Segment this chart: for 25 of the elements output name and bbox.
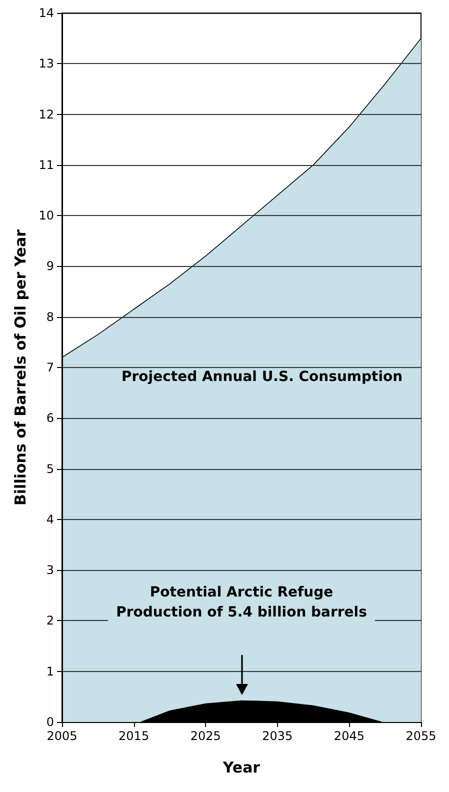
y-tick-label: 13 — [38, 56, 54, 71]
x-tick-label: 2015 — [118, 729, 150, 743]
x-tick-label: 2045 — [334, 729, 364, 743]
y-tick-label: 10 — [38, 208, 54, 223]
y-tick-label: 2 — [46, 614, 54, 628]
x-axis-title: Year — [222, 758, 261, 776]
x-tick-label: 2035 — [262, 729, 293, 743]
y-tick-label: 14 — [38, 6, 54, 20]
y-tick-label: 12 — [38, 107, 54, 122]
y-tick-label: 7 — [46, 360, 54, 374]
x-tick-label: 2005 — [46, 729, 78, 743]
y-tick-label: 0 — [46, 715, 54, 729]
x-tick-label: 2055 — [406, 729, 436, 743]
y-tick-label: 11 — [38, 158, 54, 172]
y-tick-label: 9 — [46, 259, 54, 274]
y-tick-label: 5 — [46, 462, 54, 476]
x-tick-label: 2025 — [190, 729, 221, 743]
y-tick-label: 1 — [46, 664, 54, 678]
y-tick-label: 8 — [46, 310, 54, 324]
annotation: Projected Annual U.S. Consumption — [122, 369, 403, 385]
y-tick-label: 4 — [46, 512, 54, 526]
y-tick-label: 6 — [46, 411, 54, 426]
annotation: Potential Arctic Refuge Production of 5.4 billion barrels — [116, 584, 367, 621]
y-tick-label: 3 — [46, 563, 54, 578]
y-axis-title: Billions of Barrels of Oil per Year — [11, 228, 30, 506]
